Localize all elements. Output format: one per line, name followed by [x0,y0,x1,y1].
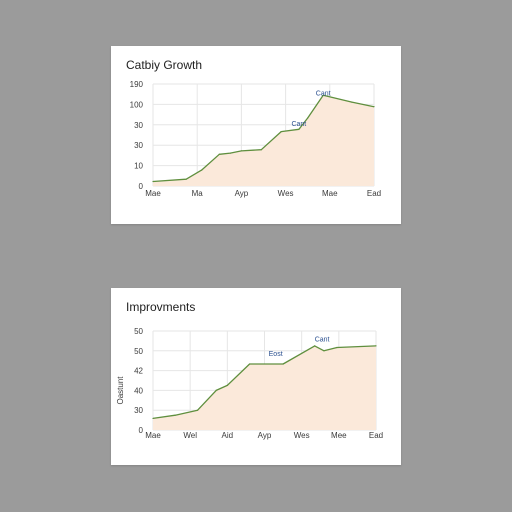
area-chart: 0 10 30 30 100 190 Mae Ma Ayp Wes Mae Ead Cant Cant [130,80,381,198]
data-point [336,346,338,349]
data-point [218,153,220,155]
x-tick-label: Aid [222,431,234,440]
y-tick-label: 190 [130,80,144,89]
chart-title: Catbiy Growth [126,58,203,72]
data-point [373,106,375,108]
data-label: Cant [316,90,331,97]
data-point [298,128,300,130]
y-tick-label: 100 [130,100,144,109]
data-point [260,149,262,151]
data-point [249,363,251,365]
data-point [351,101,353,103]
x-tick-label: Wel [183,431,197,440]
y-tick-label: 30 [134,406,143,415]
data-point [280,131,282,133]
data-point [174,414,176,416]
data-point [240,150,242,152]
data-point [282,363,284,365]
x-tick-label: Ma [192,189,204,198]
x-tick-label: Wes [294,431,310,440]
x-tick-label: Ayp [258,431,272,440]
series-area [153,95,374,186]
x-tick-label: Mae [145,189,161,198]
y-axis-label: Oastunt [116,376,125,405]
data-point [152,180,154,183]
data-point [152,417,154,420]
x-tick-label: Ayp [235,189,249,198]
data-label: Cant [291,121,306,128]
x-tick-label: Mae [322,189,338,198]
area-chart: 0 30 40 42 50 50 Mae Wel Aid Ayp Wes Mee Ead Oastunt C… [116,327,383,440]
chart-title: Improvments [126,300,196,314]
y-tick-label: 50 [134,347,143,356]
data-point [322,94,324,96]
y-tick-label: 0 [139,182,144,191]
x-tick-label: Ead [369,431,383,440]
data-point [201,169,203,171]
y-tick-label: 40 [134,386,143,395]
x-tick-label: Mee [331,431,347,440]
y-tick-label: 30 [134,121,143,130]
y-tick-label: 42 [134,367,143,376]
chart-card-improvments: Improvments 0 30 40 42 50 50 Mae Wel Aid Ayp Wes Me… [111,288,401,465]
y-tick-label: 30 [134,141,143,150]
y-tick-label: 0 [139,426,144,435]
data-point [197,409,199,411]
x-tick-label: Mae [145,431,161,440]
data-point [215,389,217,391]
data-label: Cant [315,337,330,344]
x-tick-label: Wes [278,189,294,198]
data-point [314,345,316,347]
x-tick-label: Ead [367,189,381,198]
data-point [307,117,309,119]
data-point [226,384,228,387]
data-point [229,152,231,154]
data-point [375,345,377,347]
data-label: Eost [269,351,283,358]
y-tick-label: 10 [134,162,143,171]
data-point [323,350,325,352]
y-tick-label: 50 [134,327,143,336]
series-area [153,345,376,430]
data-point [185,178,187,180]
chart-card-catbiy-growth: Catbiy Growth 0 10 30 30 100 190 Mae Ma Ayp Wes Ma… [111,46,401,224]
